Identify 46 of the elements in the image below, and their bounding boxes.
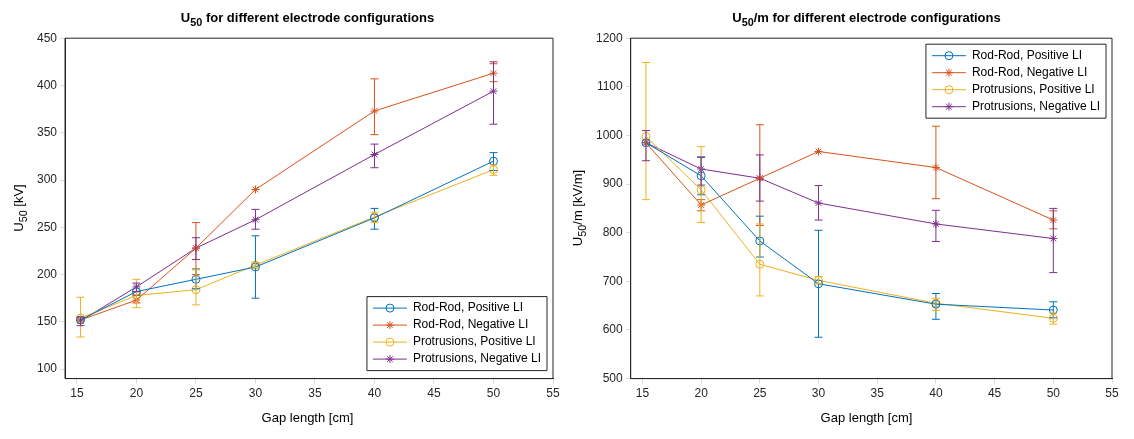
- x-tick-label: 15: [70, 386, 84, 401]
- x-tick-label: 45: [427, 386, 441, 401]
- x-axis-title: Gap length [cm]: [260, 410, 355, 425]
- x-tick-label: 35: [870, 386, 885, 401]
- x-tick-label: 25: [189, 386, 203, 401]
- x-tick-label: 20: [129, 386, 144, 401]
- legend-label: Rod-Rod, Negative LI: [412, 317, 529, 332]
- y-tick-label: 700: [602, 273, 624, 288]
- x-tick-label: 30: [811, 386, 826, 401]
- y-tick-label: 100: [36, 361, 58, 376]
- x-tick-label: 45: [987, 386, 1002, 401]
- y-tick-label: 150: [36, 314, 58, 329]
- legend-label: Rod-Rod, Positive LI: [412, 300, 523, 315]
- y-tick-label: 800: [602, 225, 624, 240]
- x-tick-label: 35: [308, 386, 322, 401]
- x-tick-label: 50: [486, 386, 501, 401]
- legend-label: Rod-Rod, Positive LI: [971, 48, 1082, 63]
- chart-title: U$_{50}$/m for different electrode configurations: [731, 10, 1002, 28]
- y-tick-label: 200: [36, 266, 58, 281]
- legend-label: Protrusions, Positive LI: [412, 334, 536, 349]
- legend-label: Rod-Rod, Negative LI: [971, 65, 1088, 80]
- x-tick-label: 30: [248, 386, 263, 401]
- x-axis-title: Gap length [cm]: [819, 410, 914, 425]
- legend-label: Protrusions, Negative LI: [412, 351, 541, 366]
- y-tick-label: 1100: [596, 79, 624, 94]
- y-tick-label: 350: [36, 125, 58, 140]
- y-tick-label: 1000: [595, 127, 624, 142]
- y-tick-label: 1200: [595, 30, 624, 45]
- x-tick-label: 20: [694, 386, 709, 401]
- y-tick-label: 450: [36, 30, 58, 45]
- x-tick-label: 55: [546, 386, 560, 401]
- y-tick-label: 500: [602, 370, 624, 385]
- y-tick-label: 300: [36, 172, 58, 187]
- legend-label: Protrusions, Negative LI: [971, 99, 1100, 114]
- y-tick-label: 400: [36, 77, 58, 92]
- x-tick-label: 55: [1105, 386, 1119, 401]
- x-tick-label: 40: [367, 386, 382, 401]
- chart-title: U$_{50}$ for different electrode configurations: [179, 10, 436, 28]
- y-tick-label: 900: [602, 176, 624, 191]
- legend-label: Protrusions, Positive LI: [971, 82, 1095, 97]
- x-tick-label: 25: [753, 386, 767, 401]
- y-tick-label: 250: [36, 219, 58, 234]
- x-tick-label: 50: [1046, 386, 1061, 401]
- y-tick-label: 600: [602, 322, 624, 337]
- x-tick-label: 40: [929, 386, 943, 401]
- x-tick-label: 15: [635, 386, 650, 401]
